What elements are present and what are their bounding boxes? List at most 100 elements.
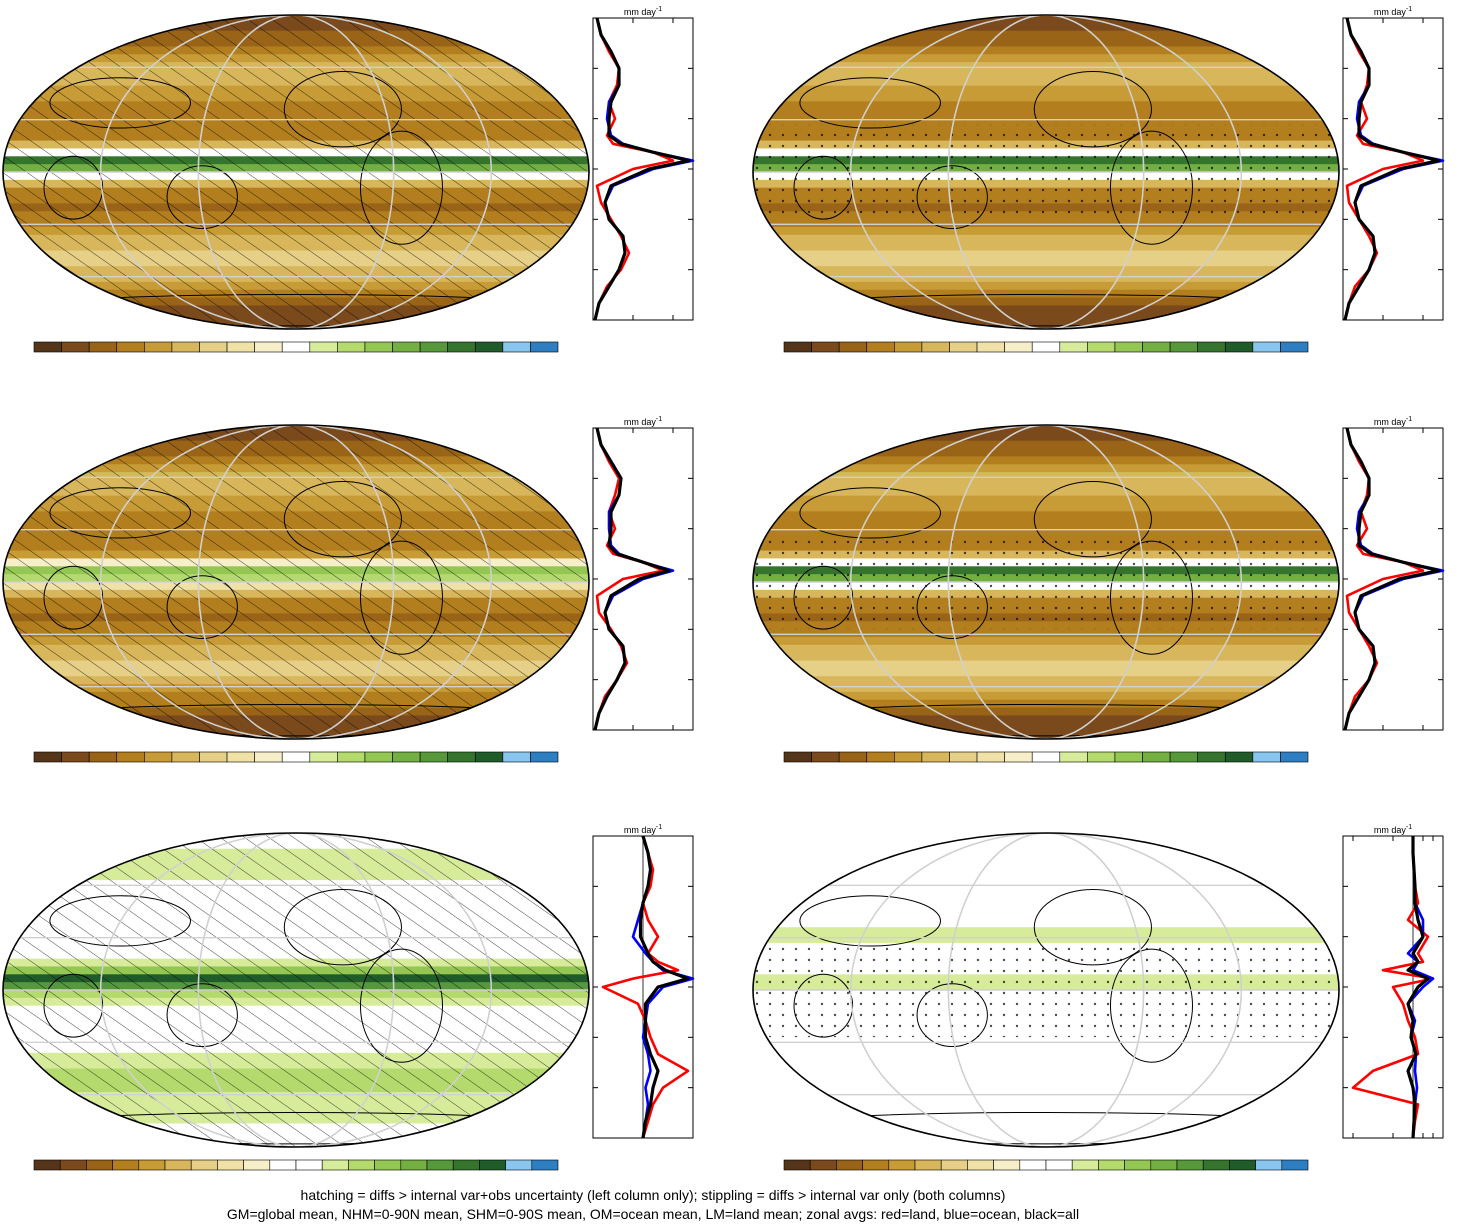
lat-band: [753, 456, 1339, 465]
zonal-line-all: [1343, 17, 1441, 321]
lat-band: [753, 85, 1339, 95]
graticule-lon: [197, 15, 395, 329]
lat-band: [753, 117, 1339, 126]
lat-band: [753, 668, 1339, 677]
colorbar-swatch: [976, 751, 1005, 763]
graticule-lon: [197, 833, 395, 1147]
colorbar-swatch: [88, 751, 118, 763]
colorbar-swatch: [1150, 1159, 1178, 1171]
lat-band: [753, 503, 1339, 512]
colorbar-swatch: [392, 751, 421, 763]
colorbar-swatch: [309, 341, 338, 353]
colorbar-swatch: [61, 341, 90, 353]
lat-band: [753, 109, 1339, 118]
colorbar-swatch: [1031, 341, 1061, 353]
colorbar-swatch: [419, 751, 448, 763]
colorbar-swatch: [811, 751, 840, 763]
lat-band: [753, 1139, 1339, 1147]
lat-band: [753, 715, 1339, 724]
colorbar-swatch: [1280, 341, 1309, 353]
lat-band: [753, 911, 1339, 920]
lat-band: [753, 219, 1339, 228]
panel-6: mm day-1: [752, 824, 1444, 1171]
colorbar-swatch: [33, 341, 62, 353]
colorbar-swatch: [190, 1159, 218, 1171]
lat-band: [753, 432, 1339, 442]
colorbar-swatch: [949, 751, 978, 763]
colorbar-swatch: [1087, 341, 1116, 353]
zonal-line-land: [1351, 836, 1435, 1139]
colorbar-swatch: [1071, 1159, 1099, 1171]
lat-band: [753, 464, 1339, 473]
colorbar-swatch: [505, 1159, 533, 1171]
zonal-unit: mm day-1: [624, 824, 662, 835]
lat-band: [753, 77, 1339, 87]
colorbar-swatch: [164, 1159, 192, 1171]
colorbar-swatch: [1224, 751, 1254, 763]
zonal-unit: mm day-1: [1374, 416, 1412, 427]
map-field: [753, 15, 1339, 329]
colorbar-swatch: [1255, 1159, 1283, 1171]
zonal-line-land: [593, 17, 675, 321]
zonal-line-all: [1343, 427, 1441, 731]
colorbar-swatch: [243, 1159, 271, 1171]
zonal-line-ocean: [593, 427, 675, 731]
lat-band: [753, 46, 1339, 55]
colorbar-swatch: [295, 1159, 323, 1171]
colorbar-swatch: [281, 751, 311, 763]
colorbar-swatch: [811, 341, 840, 353]
zonal-axes: [1342, 427, 1444, 731]
map-field: [753, 425, 1339, 739]
lat-band: [753, 472, 1339, 481]
colorbar-swatch: [1169, 341, 1198, 353]
colorbar-swatch: [217, 1159, 244, 1171]
colorbar-swatch: [1176, 1159, 1204, 1171]
lat-band: [753, 297, 1339, 307]
colorbar-swatch: [452, 1159, 480, 1171]
colorbar-swatch: [921, 751, 950, 763]
colorbar-swatch: [949, 341, 978, 353]
map-field: [3, 425, 589, 739]
lat-band: [753, 93, 1339, 102]
colorbar-swatch: [530, 751, 559, 763]
colorbar-swatch: [138, 1159, 166, 1171]
map-field: [753, 833, 1339, 1147]
graticule-lon: [849, 833, 1243, 1147]
colorbar-swatch: [474, 751, 504, 763]
colorbar-swatch: [993, 1159, 1021, 1171]
colorbar-swatch: [226, 341, 255, 353]
colorbar-swatch: [392, 341, 421, 353]
lat-band: [753, 1099, 1339, 1109]
colorbar-swatch: [374, 1159, 402, 1171]
footer-line-2: GM=global mean, NHM=0-90N mean, SHM=0-90…: [227, 1206, 1079, 1222]
zonal-line-ocean: [1406, 836, 1435, 1139]
coastline: [753, 703, 1339, 737]
lat-band: [753, 833, 1339, 842]
lat-band: [753, 495, 1339, 505]
graticule-lon: [99, 425, 493, 739]
colorbar-swatch: [1114, 751, 1143, 763]
colorbar-swatch: [502, 341, 531, 353]
colorbar-swatch: [348, 1159, 375, 1171]
zonal-line-land: [593, 427, 665, 731]
graticule-lon: [849, 425, 1243, 739]
lat-band: [753, 660, 1339, 669]
colorbar-swatch: [112, 1159, 140, 1171]
lat-band: [753, 887, 1339, 897]
zonal-line-all: [638, 835, 690, 1139]
lat-band: [753, 919, 1339, 928]
lat-band: [753, 511, 1339, 520]
colorbar-swatch: [171, 751, 200, 763]
lat-band: [753, 927, 1339, 936]
colorbar-swatch: [1202, 1159, 1230, 1171]
lat-band: [753, 425, 1339, 434]
lat-band: [753, 30, 1339, 40]
colorbar-swatch: [199, 751, 228, 763]
panel-3: mm day-1: [2, 416, 694, 763]
colorbar-swatch: [86, 1159, 113, 1171]
lat-band: [753, 479, 1339, 489]
graticule-lon: [99, 833, 493, 1147]
colorbar-swatch: [783, 1159, 811, 1171]
colorbar-swatch: [1281, 1159, 1309, 1171]
colorbar-swatch: [1087, 751, 1116, 763]
